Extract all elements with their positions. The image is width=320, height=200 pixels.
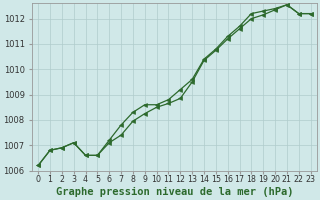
X-axis label: Graphe pression niveau de la mer (hPa): Graphe pression niveau de la mer (hPa) bbox=[56, 186, 293, 197]
